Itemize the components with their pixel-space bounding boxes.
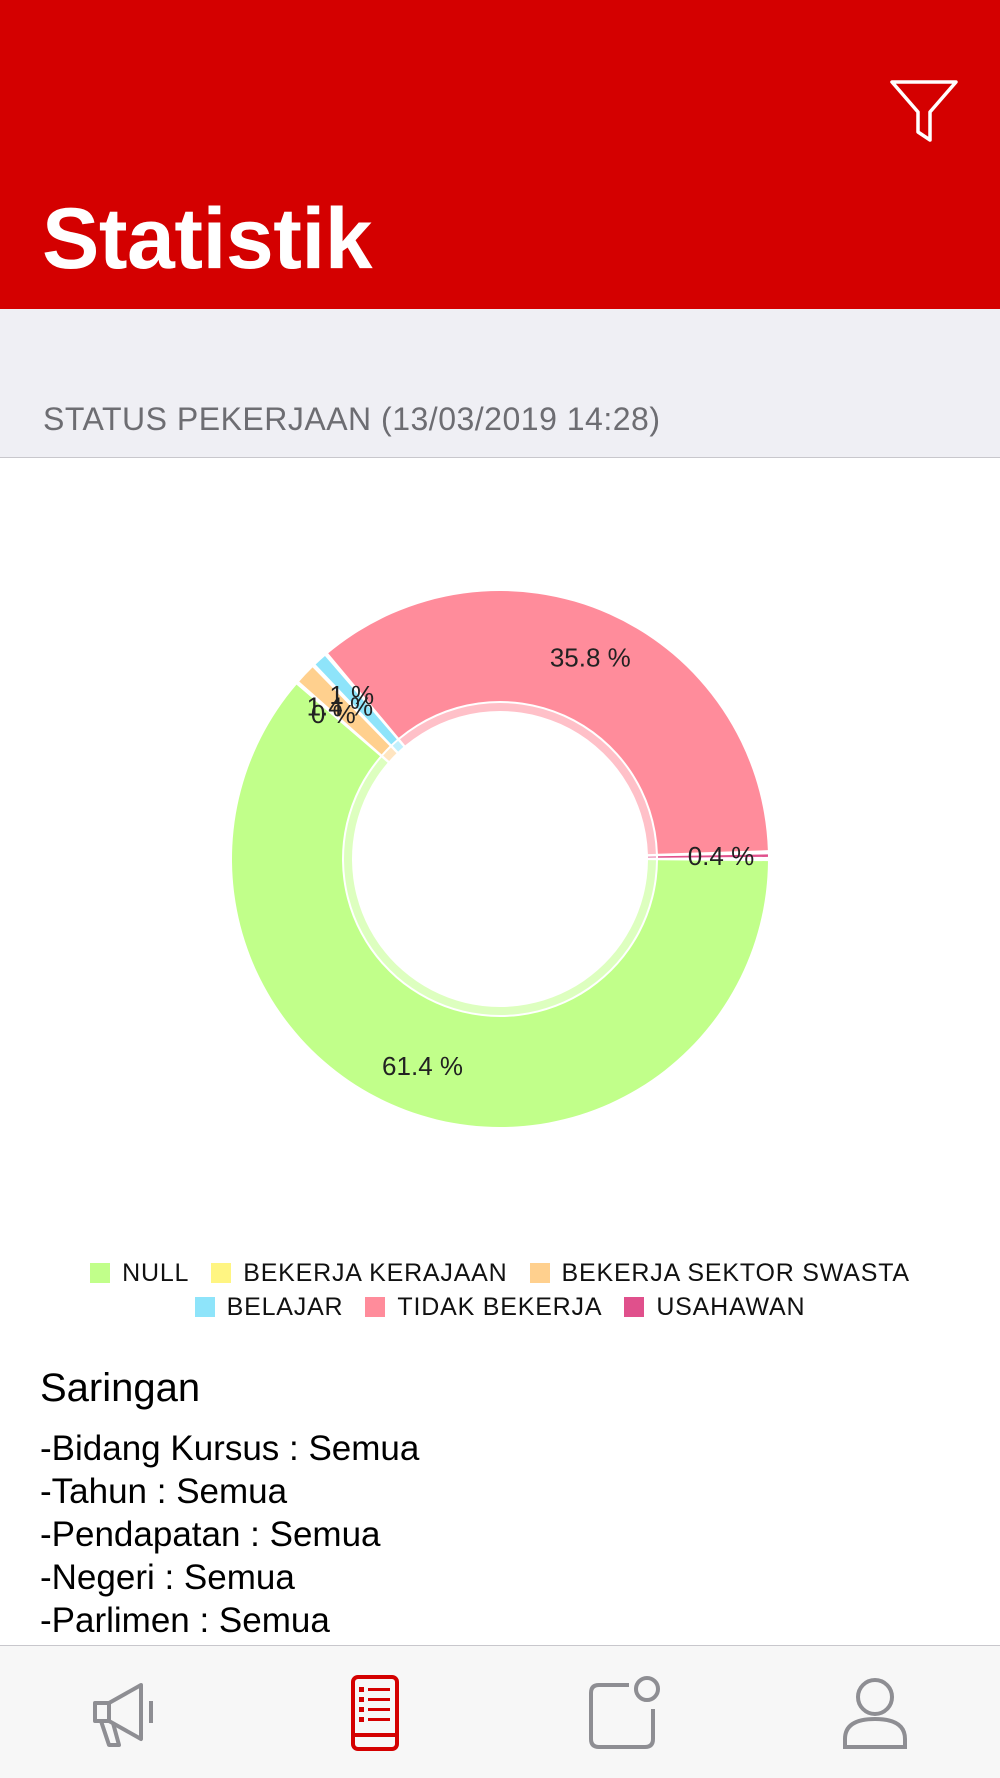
filter-summary: Saringan -Bidang Kursus : Semua -Tahun :… (40, 1366, 960, 1642)
filter-line-year: -Tahun : Semua (40, 1472, 288, 1511)
data-label-bekerja-sektor-swasta: 1.4 % (307, 692, 374, 722)
chart-container: 61.4 % 0 % 1.4 % 1 % 35.8 % 0.4 % (0, 459, 1000, 1359)
legend-label: TIDAK BEKERJA (397, 1292, 603, 1321)
data-label-tidak-bekerja: 35.8 % (550, 642, 631, 672)
slice-belajar[interactable] (315, 656, 397, 745)
page-title: Statistik (42, 191, 373, 287)
legend-label: BELAJAR (226, 1292, 344, 1321)
legend-swatch (624, 1297, 645, 1317)
legend-label: BEKERJA SEKTOR SWASTA (561, 1258, 910, 1287)
slice-tidak-bekerja[interactable] (328, 591, 768, 854)
notification-square-icon (589, 1675, 660, 1749)
data-label-usahawan: 0.4 % (688, 841, 755, 871)
tab-bar (0, 1645, 1000, 1778)
slice-bekerja-sektor-swasta[interactable] (299, 667, 390, 755)
header-bar: Statistik (0, 0, 1000, 309)
filter-icon (890, 80, 958, 142)
section-title: STATUS PEKERJAAN (13/03/2019 14:28) (43, 401, 661, 437)
filter-line-parliament: -Parlimen : Semua (40, 1601, 330, 1640)
slice-inner-bekerja-sektor-swasta (383, 747, 397, 761)
tab-profile[interactable] (750, 1646, 1000, 1778)
legend-label: USAHAWAN (656, 1292, 806, 1321)
slice-inner-tidak-bekerja (399, 702, 656, 855)
legend-swatch (529, 1263, 550, 1283)
filter-line-state: -Negeri : Semua (40, 1558, 295, 1597)
filter-button[interactable] (884, 70, 964, 150)
data-label-belajar: 1 % (329, 680, 374, 710)
donut-chart: 61.4 % 0 %1.4 %1 % 35.8 % 0.4 % (231, 591, 768, 1127)
section-header: STATUS PEKERJAAN (13/03/2019 14:28) (0, 309, 1000, 458)
legend-item-null[interactable]: NULL (90, 1258, 190, 1287)
slice-inner-belajar (392, 740, 404, 752)
slice-null[interactable] (231, 684, 768, 1127)
legend-swatch (90, 1263, 111, 1283)
megaphone-icon (93, 1682, 153, 1747)
legend-item-belajar[interactable]: BELAJAR (194, 1292, 344, 1321)
legend-swatch (365, 1297, 386, 1317)
legend-swatch (211, 1263, 232, 1283)
legend-item-bekerja-kerajaan[interactable]: BEKERJA KERAJAAN (211, 1258, 508, 1287)
legend-item-bekerja-sektor-swasta[interactable]: BEKERJA SEKTOR SWASTA (529, 1258, 910, 1287)
filter-summary-title: Saringan (40, 1366, 201, 1410)
filter-line-course: -Bidang Kursus : Semua (40, 1429, 420, 1468)
tab-notifications[interactable] (500, 1646, 750, 1778)
legend-item-usahawan[interactable]: USAHAWAN (624, 1292, 806, 1321)
slice-usahawan[interactable] (657, 854, 768, 858)
legend-label: NULL (122, 1258, 190, 1287)
document-list-icon (351, 1674, 399, 1751)
tab-announcements[interactable] (0, 1646, 250, 1778)
user-icon (843, 1677, 907, 1749)
data-label-null: 61.4 % (382, 1051, 463, 1081)
tab-statistics[interactable] (250, 1646, 500, 1778)
chart-legend: NULL BEKERJA KERAJAAN BEKERJA SEKTOR SWAST… (0, 1258, 1000, 1321)
slice-inner-usahawan (647, 856, 656, 858)
legend-swatch (194, 1297, 215, 1317)
data-label-bekerja-kerajaan: 0 % (311, 699, 356, 729)
filter-line-income: -Pendapatan : Semua (40, 1515, 381, 1554)
legend-label: BEKERJA KERAJAAN (243, 1258, 508, 1287)
legend-item-tidak-bekerja[interactable]: TIDAK BEKERJA (365, 1292, 603, 1321)
